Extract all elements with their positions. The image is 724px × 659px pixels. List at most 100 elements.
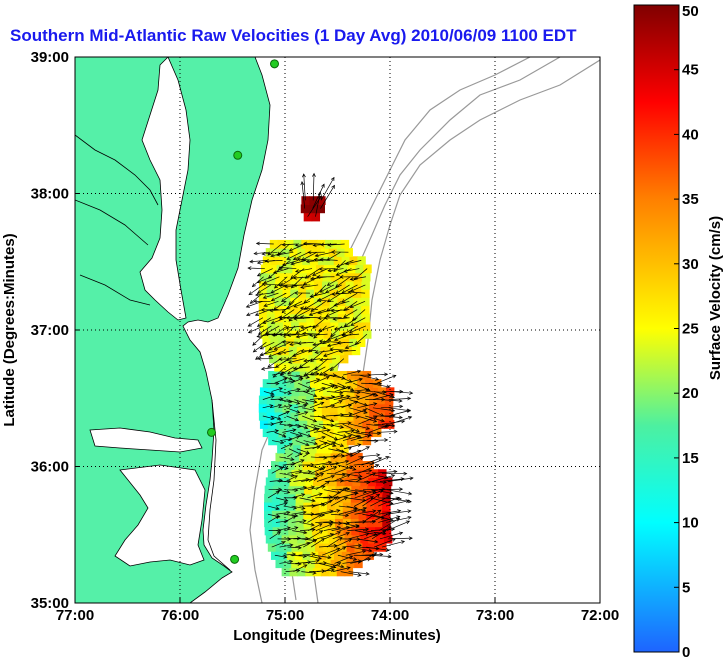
velocity-arrow bbox=[348, 571, 370, 575]
velocity-arrow bbox=[273, 268, 289, 274]
velocity-arrow bbox=[362, 509, 382, 523]
velocity-arrow bbox=[342, 560, 362, 564]
velocity-arrowhead bbox=[255, 292, 260, 297]
velocity-arrow bbox=[260, 341, 275, 350]
velocity-cell bbox=[355, 330, 364, 339]
velocity-arrow bbox=[305, 268, 321, 279]
velocity-arrow bbox=[295, 423, 308, 429]
velocity-arrowhead bbox=[273, 306, 278, 311]
velocity-arrowhead bbox=[300, 181, 305, 186]
velocity-arrowhead bbox=[341, 376, 346, 380]
velocity-arrowhead bbox=[343, 496, 348, 501]
velocity-arrow bbox=[303, 243, 322, 245]
velocity-cell bbox=[345, 289, 354, 298]
velocity-cell bbox=[290, 297, 299, 307]
velocity-arrowhead bbox=[300, 325, 305, 330]
velocity-arrowhead bbox=[377, 457, 383, 461]
velocity-cell bbox=[274, 313, 284, 323]
velocity-arrowhead bbox=[329, 347, 334, 352]
velocity-arrow bbox=[296, 448, 310, 454]
velocity-arrowhead bbox=[350, 288, 355, 292]
velocity-cell bbox=[361, 280, 370, 290]
velocity-arrow bbox=[271, 317, 287, 324]
velocity-arrowhead bbox=[386, 424, 391, 428]
velocity-cell bbox=[298, 297, 307, 307]
colorbar-tick-label: 40 bbox=[682, 126, 699, 143]
velocity-cell bbox=[353, 280, 363, 290]
velocity-arrowhead bbox=[259, 345, 264, 350]
velocity-cell bbox=[308, 444, 318, 454]
velocity-cell bbox=[273, 346, 282, 356]
velocity-arrow bbox=[312, 442, 328, 450]
velocity-arrowhead bbox=[311, 498, 316, 503]
velocity-arrowhead bbox=[391, 408, 396, 413]
velocity-arrow bbox=[290, 432, 303, 437]
velocity-arrow bbox=[285, 475, 298, 482]
velocity-arrow bbox=[370, 489, 394, 494]
velocity-cell bbox=[281, 477, 291, 487]
velocity-cell bbox=[303, 212, 313, 222]
velocity-arrowhead bbox=[281, 242, 286, 247]
velocity-arrowhead bbox=[272, 332, 278, 337]
velocity-cell bbox=[353, 289, 362, 298]
velocity-cell bbox=[346, 321, 355, 331]
velocity-arrowhead bbox=[380, 413, 385, 417]
velocity-arrow bbox=[334, 538, 352, 548]
velocity-arrow bbox=[293, 478, 310, 482]
velocity-arrow bbox=[303, 440, 318, 445]
velocity-arrow bbox=[287, 563, 301, 565]
velocity-arrowhead bbox=[408, 536, 413, 541]
velocity-cell bbox=[260, 264, 270, 274]
velocity-cell bbox=[345, 313, 355, 323]
velocity-arrow bbox=[363, 530, 386, 535]
velocity-cell bbox=[329, 280, 339, 290]
velocity-arrowhead bbox=[253, 251, 258, 256]
velocity-arrowhead bbox=[261, 320, 267, 325]
velocity-arrow bbox=[258, 325, 272, 335]
velocity-cell bbox=[306, 321, 316, 331]
velocity-arrowhead bbox=[290, 275, 295, 279]
velocity-arrowhead bbox=[373, 402, 378, 406]
velocity-arrow bbox=[332, 292, 350, 295]
velocity-arrow bbox=[338, 522, 360, 528]
velocity-cell bbox=[280, 526, 289, 536]
velocity-arrowhead bbox=[396, 515, 401, 520]
velocity-arrow bbox=[276, 527, 291, 531]
velocity-arrow bbox=[334, 422, 352, 425]
velocity-arrow bbox=[345, 456, 364, 466]
velocity-arrowhead bbox=[354, 341, 359, 346]
velocity-arrow bbox=[327, 292, 342, 303]
velocity-arrow bbox=[344, 317, 358, 327]
velocity-arrow bbox=[288, 309, 303, 322]
velocity-arrow bbox=[288, 292, 303, 305]
velocity-arrowhead bbox=[247, 266, 252, 271]
velocity-arrow bbox=[366, 439, 388, 441]
velocity-arrowhead bbox=[288, 404, 293, 408]
velocity-arrow bbox=[257, 284, 272, 294]
velocity-cell bbox=[374, 526, 384, 536]
velocity-arrow bbox=[295, 542, 311, 548]
velocity-arrow bbox=[290, 554, 307, 557]
velocity-arrowhead bbox=[312, 172, 316, 177]
velocity-arrowhead bbox=[368, 469, 373, 473]
velocity-arrowhead bbox=[343, 307, 348, 312]
velocity-arrow bbox=[323, 350, 341, 357]
velocity-arrow bbox=[341, 292, 358, 303]
velocity-arrow bbox=[274, 341, 291, 350]
velocity-arrow bbox=[332, 532, 350, 540]
velocity-cell bbox=[330, 321, 339, 331]
velocity-cell bbox=[354, 559, 363, 569]
velocity-arrowhead bbox=[283, 377, 288, 382]
velocity-arrowhead bbox=[333, 326, 339, 331]
velocity-arrow bbox=[338, 492, 358, 499]
velocity-arrow bbox=[366, 472, 388, 479]
velocity-arrow bbox=[329, 460, 349, 466]
velocity-arrow bbox=[350, 284, 366, 292]
velocity-arrowhead bbox=[333, 268, 338, 273]
velocity-arrow bbox=[320, 177, 335, 201]
velocity-arrow bbox=[301, 407, 316, 411]
velocity-arrowhead bbox=[384, 424, 389, 429]
velocity-cell bbox=[306, 272, 316, 282]
velocity-arrowhead bbox=[312, 408, 317, 412]
velocity-arrowhead bbox=[350, 322, 355, 326]
